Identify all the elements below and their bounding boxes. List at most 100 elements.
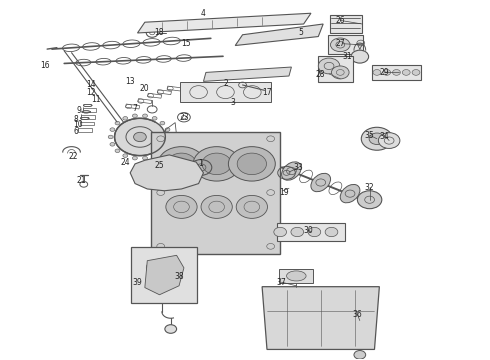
Ellipse shape xyxy=(331,38,350,51)
Bar xyxy=(180,82,270,102)
Ellipse shape xyxy=(340,184,360,203)
Circle shape xyxy=(166,195,197,219)
Bar xyxy=(330,15,362,33)
Text: 32: 32 xyxy=(365,183,374,192)
Text: 12: 12 xyxy=(86,87,96,96)
Text: 3: 3 xyxy=(230,98,235,107)
Circle shape xyxy=(392,69,400,75)
Bar xyxy=(277,224,345,240)
Text: 5: 5 xyxy=(299,28,304,37)
Text: 30: 30 xyxy=(304,226,314,235)
Bar xyxy=(147,93,162,98)
Circle shape xyxy=(357,191,382,209)
Text: 22: 22 xyxy=(68,152,77,161)
Polygon shape xyxy=(235,24,323,45)
Circle shape xyxy=(378,133,400,148)
Text: 9: 9 xyxy=(76,105,81,114)
Circle shape xyxy=(318,58,340,74)
Circle shape xyxy=(151,165,178,185)
Circle shape xyxy=(202,153,231,175)
Text: 6: 6 xyxy=(73,127,78,136)
Text: 16: 16 xyxy=(40,61,49,70)
Text: 11: 11 xyxy=(91,95,100,104)
Circle shape xyxy=(354,351,366,359)
Circle shape xyxy=(165,325,176,333)
Circle shape xyxy=(412,69,420,75)
Circle shape xyxy=(143,114,147,118)
Bar xyxy=(81,115,95,119)
Text: 36: 36 xyxy=(352,310,362,319)
Text: 2: 2 xyxy=(223,79,228,88)
Circle shape xyxy=(123,154,128,157)
Text: 25: 25 xyxy=(155,161,164,170)
Text: 19: 19 xyxy=(279,188,289,197)
Bar xyxy=(78,128,92,132)
Text: 18: 18 xyxy=(155,28,164,37)
Bar xyxy=(125,104,140,109)
Polygon shape xyxy=(145,255,184,295)
Circle shape xyxy=(115,121,120,125)
Text: 4: 4 xyxy=(201,9,206,18)
Text: 14: 14 xyxy=(86,81,96,90)
Text: 8: 8 xyxy=(73,114,78,123)
Circle shape xyxy=(110,128,115,131)
Bar xyxy=(151,132,280,253)
Polygon shape xyxy=(130,155,203,191)
Bar xyxy=(83,108,97,112)
Circle shape xyxy=(132,114,137,118)
Circle shape xyxy=(308,227,321,237)
Bar xyxy=(167,86,181,91)
Text: 27: 27 xyxy=(335,39,345,48)
Circle shape xyxy=(163,269,180,282)
Ellipse shape xyxy=(282,162,301,180)
Circle shape xyxy=(291,227,304,237)
Text: 28: 28 xyxy=(316,70,325,79)
Text: 24: 24 xyxy=(121,158,130,167)
Circle shape xyxy=(143,156,147,160)
Circle shape xyxy=(274,227,287,237)
Circle shape xyxy=(166,173,187,189)
Circle shape xyxy=(201,195,232,219)
Text: 10: 10 xyxy=(73,120,83,129)
Circle shape xyxy=(237,153,267,175)
Circle shape xyxy=(165,128,170,131)
Circle shape xyxy=(115,149,120,153)
Bar xyxy=(279,269,314,283)
Circle shape xyxy=(158,147,205,181)
Bar xyxy=(328,36,363,54)
Text: 20: 20 xyxy=(140,84,149,93)
Polygon shape xyxy=(262,287,379,350)
Bar xyxy=(80,122,94,125)
Circle shape xyxy=(325,227,338,237)
Circle shape xyxy=(132,156,137,160)
Bar xyxy=(157,90,171,95)
Text: 23: 23 xyxy=(179,113,189,122)
Bar xyxy=(138,99,152,104)
Text: 38: 38 xyxy=(174,272,184,281)
Circle shape xyxy=(369,133,385,144)
Ellipse shape xyxy=(311,173,331,192)
Circle shape xyxy=(383,69,391,75)
Text: 17: 17 xyxy=(262,87,272,96)
Circle shape xyxy=(361,127,392,150)
Circle shape xyxy=(152,117,157,120)
Circle shape xyxy=(123,117,128,120)
Bar xyxy=(372,65,421,80)
Circle shape xyxy=(402,69,410,75)
Circle shape xyxy=(167,135,172,139)
Bar xyxy=(131,247,197,303)
Circle shape xyxy=(134,132,147,141)
Text: 21: 21 xyxy=(76,176,86,185)
Circle shape xyxy=(236,195,268,219)
Text: 15: 15 xyxy=(181,39,191,48)
Circle shape xyxy=(373,69,381,75)
Circle shape xyxy=(228,147,275,181)
Circle shape xyxy=(331,66,349,79)
Text: 31: 31 xyxy=(343,52,352,61)
Text: 35: 35 xyxy=(365,131,374,140)
Circle shape xyxy=(167,153,196,175)
Text: 26: 26 xyxy=(335,16,345,25)
Ellipse shape xyxy=(287,271,306,281)
Text: 1: 1 xyxy=(198,159,203,168)
Circle shape xyxy=(160,149,165,153)
